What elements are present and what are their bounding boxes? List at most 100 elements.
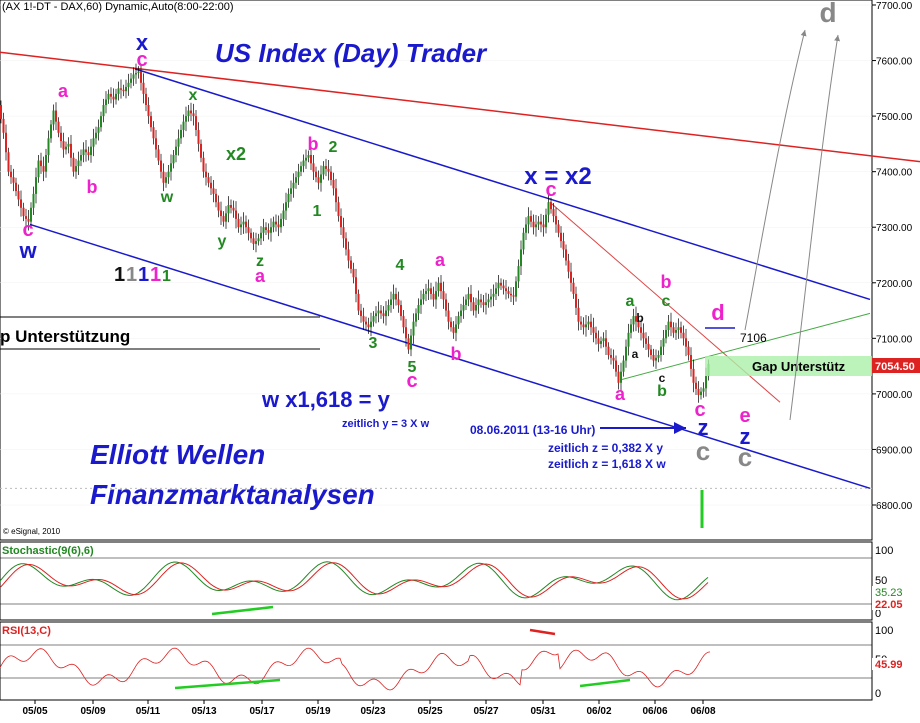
candle-body [192,113,195,117]
rsi-red-divergence-line [529,628,556,636]
candle-body [137,71,140,74]
candle-body [602,338,605,342]
candle-body [562,241,565,250]
candle-body [682,332,685,339]
candle-body [280,218,282,228]
candle-body [340,216,342,228]
candle-body [467,293,470,300]
wave-label: c [545,179,556,201]
candle-body [122,89,125,92]
candle-body [427,288,430,292]
price-tick-label: 7600.00 [876,57,913,68]
candle-body [400,305,402,317]
candle-body [542,224,545,228]
trendline [0,51,920,163]
candle-body [475,305,477,311]
candle-body [297,171,300,178]
candle-body [335,188,337,203]
wave-count-5: 1 [162,268,171,285]
candle-body [150,116,152,128]
stoch-tick-100: 100 [875,545,893,557]
candle-body [197,130,200,144]
candle-body [165,177,167,183]
candle-body [632,316,635,325]
candle-body [480,299,482,303]
candle-body [302,160,305,167]
candle-body [670,321,672,328]
price-series [0,63,710,403]
candle-body [342,227,345,239]
candle-body [290,188,292,194]
price-tick-label: 6900.00 [876,445,913,456]
candle-body [545,214,547,228]
stoch-readout-1-box [872,586,920,598]
candle-body [697,388,700,395]
candle-body [537,221,540,225]
ratio-note: zeitlich y = 3 X w [342,418,430,430]
wave-label: a [615,384,626,404]
candle-body [90,146,92,155]
price-tick-label: 7100.00 [876,334,913,345]
candle-body [262,227,265,233]
stochastic-lines [0,561,709,601]
wave-label: d [819,0,836,28]
candle-body [535,224,537,228]
wave-label: 5 [408,359,417,376]
candle-body [85,149,87,153]
candle-body [472,302,475,311]
rsi-divergence-line-2 [579,678,631,688]
stoch-readout-1: 35.23 [875,587,903,599]
candle-body [625,346,627,361]
wave-label: 2 [329,139,338,156]
candle-body [87,152,90,155]
candle-body [222,216,225,222]
wave-label: z [256,253,264,270]
candle-body [572,282,575,294]
candle-body [615,360,617,372]
candle-body [337,202,340,217]
trendlines [0,51,920,490]
candle-body [512,295,515,297]
candle-body [655,357,657,361]
candle-body [687,346,690,355]
candle-body [210,182,212,189]
candle-body [690,355,692,369]
candle-body [565,249,567,261]
candle-body [80,155,82,161]
candle-body [175,146,177,155]
candle-body [485,302,487,305]
candle-body [497,282,500,289]
candle-body [422,293,425,300]
candle-body [547,202,550,215]
candle-body [305,157,307,161]
candle-body [157,149,160,161]
date-tick-label: 05/25 [417,706,442,717]
last-price-box [872,358,920,373]
candle-body [255,241,257,244]
candle-body [40,160,42,167]
candle-body [257,238,260,242]
candle-body [330,171,332,180]
candle-body [367,324,370,328]
wave-label: b [636,311,643,325]
trendline [619,312,871,381]
rsi-divergence-line-1 [174,678,281,690]
candle-body [522,232,525,250]
rsi-line [0,647,711,691]
candle-body [185,116,187,122]
candle-body [405,327,407,339]
wave-label: y [218,233,227,250]
candle-body [125,86,127,92]
candle-body [267,230,270,233]
candle-body [557,224,560,233]
stoch-readout-2: 22.05 [875,599,903,611]
candle-body [272,221,275,228]
candle-body [92,138,95,147]
candle-body [227,205,230,214]
candle-body [292,182,295,189]
wave-label: w [160,189,174,206]
candle-body [640,327,642,333]
candle-body [200,143,202,158]
candle-body [17,191,20,200]
